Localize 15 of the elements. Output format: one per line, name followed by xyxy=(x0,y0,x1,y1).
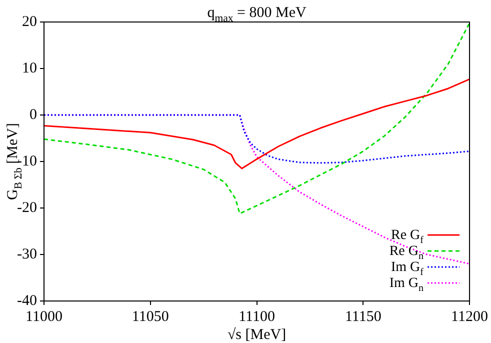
line-series xyxy=(44,22,470,214)
y-tick-label: -20 xyxy=(16,200,37,216)
y-tick-label: -40 xyxy=(16,292,37,309)
x-tick-label: 11000 xyxy=(26,308,62,325)
x-tick-label: 11150 xyxy=(344,308,382,325)
x-axis-title: √s [MeV] xyxy=(227,327,286,343)
y-tick-label: -10 xyxy=(16,153,37,170)
line-series xyxy=(44,114,470,164)
x-tick-label: 11050 xyxy=(132,308,169,325)
y-tick-label: 20 xyxy=(22,14,37,30)
y-tick-label: 0 xyxy=(29,106,37,123)
x-tick-label: 11100 xyxy=(238,308,275,325)
y-tick-label: 10 xyxy=(22,60,37,76)
y-tick-label: -30 xyxy=(16,246,37,262)
x-tick-label: 11200 xyxy=(451,308,488,325)
